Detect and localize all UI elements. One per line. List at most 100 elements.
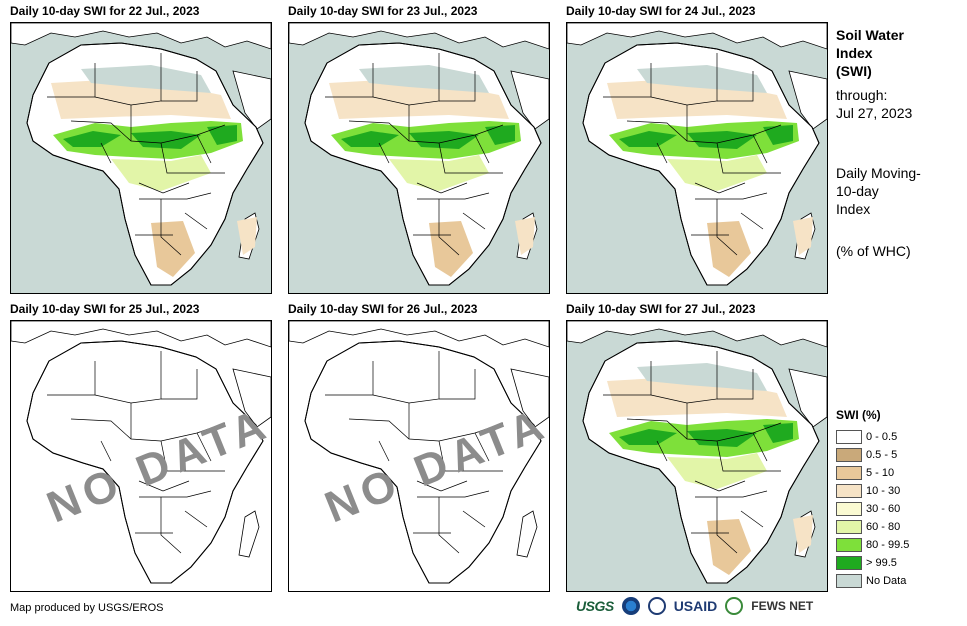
legend-label: 0.5 - 5 <box>866 449 898 461</box>
swi-region <box>341 131 399 147</box>
country-border <box>184 212 208 230</box>
legend-label: 60 - 80 <box>866 521 901 533</box>
africa-map <box>11 321 271 584</box>
country-border <box>94 53 162 106</box>
logo-strip: USGS USAID FEWS NET <box>576 597 813 615</box>
country-border <box>417 490 490 498</box>
country-border <box>752 432 768 462</box>
map-frame <box>288 22 550 294</box>
country-border <box>139 192 212 200</box>
swi-region <box>687 429 757 447</box>
country-border <box>100 440 112 462</box>
europe-landmass <box>11 321 271 348</box>
legend-swatch <box>836 484 862 498</box>
country-border <box>462 510 486 528</box>
swi-region <box>409 131 479 149</box>
legend: SWI (%) 0 - 0.5 0.5 - 5 5 - 10 10 - 30 30 - … <box>836 408 909 590</box>
country-border <box>716 199 738 256</box>
legend-swatch <box>836 520 862 534</box>
country-border <box>161 71 198 102</box>
europe-landmass <box>289 23 549 50</box>
country-border <box>695 192 768 200</box>
europe-landmass <box>11 23 271 50</box>
africa-map <box>11 23 271 286</box>
country-border <box>474 432 490 462</box>
map-frame: NO DATA <box>288 320 550 592</box>
legend-swatch <box>836 466 862 480</box>
legend-items: 0 - 0.5 0.5 - 5 5 - 10 10 - 30 30 - 60 60 - 8… <box>836 428 909 590</box>
swi-region <box>207 125 237 145</box>
country-border <box>160 142 225 174</box>
country-border <box>417 192 490 200</box>
map-frame <box>566 22 828 294</box>
swi-region <box>389 155 489 191</box>
country-border <box>626 120 782 144</box>
country-border <box>196 432 212 462</box>
map-frame <box>10 22 272 294</box>
swi-region <box>619 429 677 445</box>
arabia-landmass <box>232 368 271 428</box>
panel-title: Daily 10-day SWI for 27 Jul., 2023 <box>566 302 756 316</box>
country-border <box>160 199 182 256</box>
country-border <box>695 490 768 498</box>
africa-outline <box>582 340 820 584</box>
legend-swatch <box>836 556 862 570</box>
country-border <box>716 142 781 174</box>
country-border <box>416 182 468 194</box>
arabia-landmass <box>510 70 549 130</box>
country-border <box>438 199 460 256</box>
legend-title: SWI (%) <box>836 408 881 422</box>
country-border <box>626 418 782 442</box>
panel-title: Daily 10-day SWI for 22 Jul., 2023 <box>10 4 200 18</box>
country-border <box>372 53 440 106</box>
africa-outline <box>26 42 264 286</box>
map-frame <box>566 320 828 592</box>
swi-region <box>131 131 201 149</box>
legend-row: > 99.5 <box>836 554 909 572</box>
legend-swatch <box>836 448 862 462</box>
country-border <box>160 497 182 554</box>
country-border <box>100 142 112 164</box>
country-border <box>139 490 212 498</box>
swi-region <box>81 65 211 93</box>
country-border <box>348 120 504 144</box>
country-border <box>160 440 225 472</box>
swi-region <box>667 155 767 191</box>
index-title: Soil Water Index (SWI) <box>836 27 904 79</box>
country-border <box>161 369 198 400</box>
country-border <box>716 440 781 472</box>
country-border <box>650 53 718 106</box>
country-border <box>694 480 746 492</box>
country-border <box>184 510 208 528</box>
country-border <box>650 351 718 404</box>
legend-label: 10 - 30 <box>866 485 901 497</box>
africa-outline <box>304 42 542 286</box>
legend-row: 80 - 99.5 <box>836 536 909 554</box>
legend-row: 0 - 0.5 <box>836 428 909 446</box>
country-border <box>70 120 226 144</box>
country-border <box>716 497 738 554</box>
europe-landmass <box>567 23 827 50</box>
legend-row: 0.5 - 5 <box>836 446 909 464</box>
africa-map <box>289 23 549 286</box>
arabia-landmass <box>788 368 827 428</box>
panel-title: Daily 10-day SWI for 24 Jul., 2023 <box>566 4 756 18</box>
country-border <box>416 480 468 492</box>
africa-outline <box>26 340 264 584</box>
country-border <box>438 440 503 472</box>
swi-region <box>637 65 767 93</box>
legend-row: No Data <box>836 572 909 590</box>
legend-label: 0 - 0.5 <box>866 431 898 443</box>
country-border <box>439 71 476 102</box>
legend-label: > 99.5 <box>866 557 897 569</box>
legend-row: 30 - 60 <box>836 500 909 518</box>
country-border <box>717 71 754 102</box>
swi-region <box>763 125 793 145</box>
country-border <box>462 212 486 230</box>
legend-label: No Data <box>866 575 907 587</box>
country-border <box>138 182 190 194</box>
map-frame: NO DATA <box>10 320 272 592</box>
legend-row: 5 - 10 <box>836 464 909 482</box>
africa-outline <box>582 42 820 286</box>
africa-map <box>567 23 827 286</box>
